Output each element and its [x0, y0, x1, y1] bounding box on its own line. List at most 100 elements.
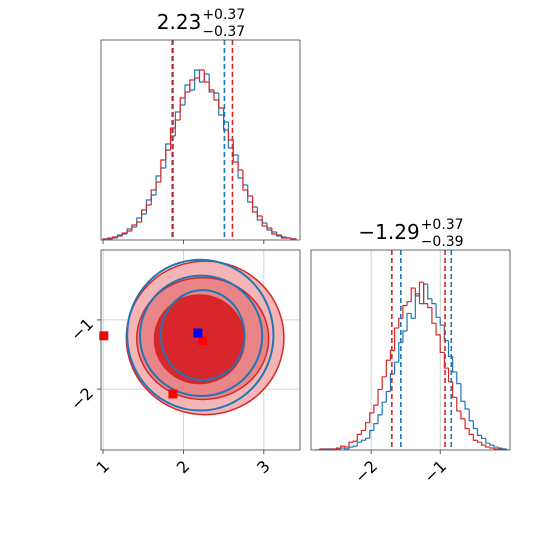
hist-step	[280, 235, 287, 239]
hist-step	[406, 312, 412, 331]
hist-step	[174, 119, 181, 128]
hist-step	[266, 223, 272, 231]
hist-step	[381, 401, 387, 415]
hist-step	[112, 236, 118, 239]
plot-area	[102, 40, 297, 240]
hist-step	[155, 181, 161, 190]
axes-frame	[100, 39, 301, 241]
hist-step	[160, 159, 166, 182]
hist-step	[489, 447, 495, 449]
hist-step	[276, 232, 282, 237]
marker	[193, 328, 203, 338]
axes-frame	[100, 249, 301, 451]
hist-step	[410, 287, 416, 302]
hist-step	[271, 230, 277, 233]
panel: −2 −1 −1.29 +0.37−0.39	[310, 217, 511, 487]
hist-step	[360, 439, 366, 443]
hist-step	[468, 409, 474, 422]
hist-step	[472, 434, 478, 441]
panel-title: 2.23	[157, 10, 202, 34]
hist-step	[373, 423, 379, 431]
hist-step	[155, 175, 161, 195]
hist-step	[356, 441, 362, 447]
hist-step	[373, 404, 379, 413]
hist-step	[364, 422, 370, 431]
hist-step	[169, 127, 176, 150]
hist-step	[460, 383, 466, 402]
y-tick-label: −2	[67, 384, 97, 414]
hist-step	[360, 429, 366, 435]
hist-step	[141, 209, 147, 222]
hist-step	[435, 323, 441, 336]
hist-step	[242, 170, 248, 191]
hist-step	[198, 69, 205, 78]
hist-step	[481, 442, 486, 446]
hist-step	[456, 397, 461, 412]
marker	[99, 331, 109, 341]
hist-step	[402, 330, 408, 343]
hist-step	[189, 79, 195, 92]
x-tick-label: −1	[420, 457, 450, 487]
hist-step	[150, 189, 157, 205]
hist-step	[340, 445, 345, 449]
hist-step	[489, 443, 495, 446]
hist-step	[232, 148, 239, 156]
hist-step	[481, 435, 486, 439]
hist-step	[218, 93, 224, 116]
hist-step	[194, 77, 200, 80]
title-lower-error: −0.37	[202, 24, 245, 40]
hist-step	[406, 301, 412, 306]
x-tick-label: 3	[253, 457, 274, 478]
hist-step	[431, 307, 437, 324]
hist-step	[464, 401, 470, 410]
contour-line	[126, 258, 275, 412]
hist-step	[389, 373, 395, 392]
hist-step	[439, 317, 445, 326]
hist-step	[179, 97, 186, 120]
title-lower-error: −0.39	[421, 234, 464, 250]
hist-step	[485, 438, 490, 444]
hist-step	[208, 74, 214, 93]
x-tick-label: −2	[351, 457, 381, 487]
hist-step	[131, 224, 137, 231]
hist-step	[435, 303, 441, 318]
hist-step	[389, 349, 395, 361]
hist-step	[323, 449, 329, 450]
contour-line	[138, 274, 264, 398]
hist-step	[377, 414, 383, 424]
hist-step	[198, 70, 205, 83]
hist-step	[468, 428, 474, 435]
hist-step	[121, 232, 128, 236]
hist-step	[394, 361, 399, 374]
hist-step	[418, 293, 424, 305]
y-tick-label: −1	[67, 314, 97, 344]
hist-step	[121, 233, 128, 235]
hist-step	[439, 334, 445, 354]
hist-step	[452, 381, 457, 398]
hist-step	[423, 283, 428, 304]
hist-step	[460, 410, 466, 420]
hist-step	[213, 90, 219, 101]
hist-step	[335, 447, 341, 450]
hist-step	[472, 420, 478, 430]
hist-step	[385, 359, 391, 377]
hist-step	[464, 418, 470, 430]
panel-title: −1.29	[358, 220, 419, 244]
hist-step	[145, 199, 152, 214]
hist-step	[340, 447, 345, 450]
hist-step	[344, 448, 350, 450]
panel: 1 2 3 −2 −1	[67, 249, 301, 478]
hist-step	[261, 216, 268, 227]
hist-step	[394, 327, 399, 351]
hist-step	[116, 235, 123, 237]
hist-step	[160, 167, 166, 176]
hist-step	[369, 412, 374, 423]
hist-step	[352, 445, 358, 448]
hist-step	[247, 185, 253, 203]
hist-step	[414, 288, 420, 297]
hist-step	[493, 445, 499, 448]
hist-step	[184, 84, 190, 105]
hist-step	[348, 446, 354, 450]
hist-step	[501, 449, 507, 450]
